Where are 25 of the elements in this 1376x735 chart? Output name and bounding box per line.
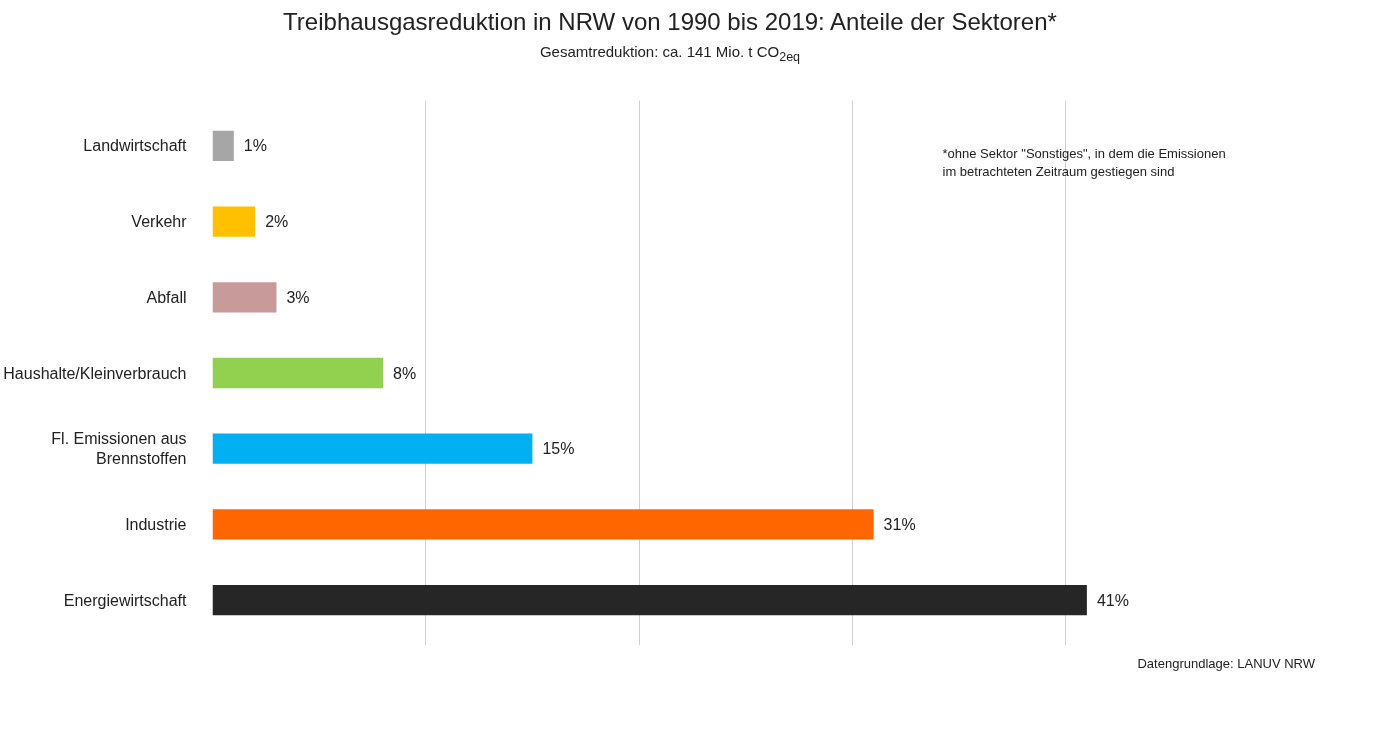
bar [212, 130, 234, 162]
bar [212, 206, 256, 237]
bar [212, 509, 874, 540]
y-tick-label: Landwirtschaft [83, 137, 188, 155]
data-label: 31% [883, 515, 916, 533]
bar [212, 357, 384, 389]
data-label: 41% [1096, 591, 1129, 609]
y-tick-label: Haushalte/Kleinverbrauch [3, 364, 187, 382]
text: Datengrundlage: LANUV NRW [1136, 655, 1315, 673]
y-tick-label: Energiewirtschaft [63, 591, 188, 609]
annotation: *ohne Sektor "Sonstiges", in dem die Emissionen im betrachteten Zeitraum gestiegen sind [942, 145, 1226, 179]
data-label: 3% [286, 288, 310, 306]
data-label: 2% [265, 213, 289, 231]
bar [212, 282, 277, 313]
data-label: 1% [243, 137, 267, 155]
bar [212, 433, 533, 464]
chart-subtitle: Gesamtreduktion: ca. 141 Mio. t CO$_{2eq}$ [538, 42, 802, 67]
data-label: 15% [542, 440, 575, 458]
bar [212, 584, 1087, 616]
y-tick-label: Verkehr [131, 213, 188, 231]
y-tick-label: Abfall [146, 288, 187, 306]
chart-title: Treibhausgasreduktion in NRW von 1990 bis 2019: Anteile der Sektoren* [282, 7, 1058, 37]
y-tick-label: Industrie [125, 515, 187, 533]
data-label: 8% [393, 364, 417, 382]
y-tick-label: Fl. Emissionen aus Brennstoffen [51, 429, 187, 468]
